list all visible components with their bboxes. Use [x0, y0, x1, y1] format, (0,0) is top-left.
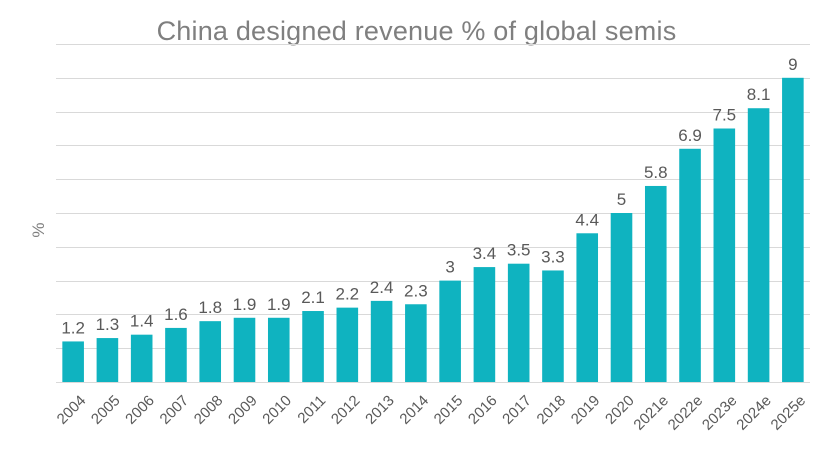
x-tick-label-2023e: 2023e: [699, 392, 741, 434]
data-label-2009: 1.9: [233, 295, 257, 314]
x-tick-label-2004: 2004: [54, 392, 90, 428]
bar-2020: [610, 213, 633, 382]
data-labels: 1.2 1.3 1.4 1.6 1.8 1.9 1.9 2.1 2.2 2.4 2.3 3 3.4 3.5…: [61, 55, 797, 338]
x-tick-label-2014: 2014: [396, 392, 432, 428]
x-tick-label-2012: 2012: [328, 392, 364, 428]
x-tick-label-2007: 2007: [157, 392, 193, 428]
data-label-2018: 3.3: [541, 247, 565, 266]
x-tick-label-2018: 2018: [534, 392, 570, 428]
data-label-2025e: 9: [788, 55, 797, 74]
bar-2009: [233, 317, 256, 382]
x-tick-label-2010: 2010: [259, 392, 295, 428]
bar-2025e: [782, 77, 804, 383]
bar-2015: [439, 280, 461, 382]
data-label-2016: 3.4: [473, 244, 497, 263]
x-tick-label-2008: 2008: [191, 392, 227, 428]
data-label-2007: 1.6: [164, 305, 188, 324]
x-tick-label-2025e: 2025e: [768, 392, 810, 434]
data-label-2010: 1.9: [267, 295, 291, 314]
x-tick-label-2019: 2019: [568, 392, 604, 428]
bar-2012: [336, 307, 359, 382]
bar-2022e: [679, 148, 701, 382]
data-label-2012: 2.2: [335, 285, 359, 304]
bar-2004: [62, 341, 84, 382]
data-label-2015: 3: [445, 258, 454, 277]
x-tick-label-2009: 2009: [225, 392, 261, 428]
x-tick-label-2022e: 2022e: [665, 392, 707, 434]
data-label-2013: 2.4: [370, 278, 394, 297]
data-label-2017: 3.5: [507, 241, 531, 260]
bar-2018: [542, 270, 564, 382]
bar-2024e: [747, 108, 770, 382]
bar-2017: [507, 263, 530, 382]
bar-2021e: [644, 185, 667, 382]
x-tick-label-2013: 2013: [362, 392, 398, 428]
bar-2007: [165, 327, 187, 382]
chart-title: China designed revenue % of global semis: [156, 16, 677, 46]
data-label-2021e: 5.8: [644, 163, 668, 182]
x-tick-label-2005: 2005: [88, 392, 124, 428]
bar-2011: [302, 311, 324, 382]
x-tick-label-2015: 2015: [431, 392, 467, 428]
data-label-2020: 5: [617, 190, 626, 209]
x-tick-label-2006: 2006: [122, 392, 158, 428]
bar-2014: [405, 304, 427, 382]
data-label-2005: 1.3: [96, 315, 120, 334]
bar-2019: [576, 233, 599, 382]
x-tick-label-2011: 2011: [294, 392, 329, 427]
bar-2023e: [713, 128, 736, 382]
bar-2005: [96, 338, 119, 382]
x-tick-label-2024e: 2024e: [733, 392, 775, 434]
bar-2010: [267, 317, 290, 382]
data-label-2004: 1.2: [61, 318, 85, 337]
bar-2006: [130, 334, 153, 382]
data-label-2014: 2.3: [404, 281, 428, 300]
data-label-2011: 2.1: [301, 288, 325, 307]
data-label-2008: 1.8: [198, 298, 222, 317]
x-tick-label-2016: 2016: [465, 392, 501, 428]
data-label-2022e: 6.9: [678, 126, 702, 145]
data-label-2019: 4.4: [575, 210, 599, 229]
data-label-2006: 1.4: [130, 312, 154, 331]
gridlines: [56, 44, 810, 383]
bar-2016: [473, 267, 496, 382]
bar-series: [62, 77, 804, 383]
x-tick-label-2017: 2017: [499, 392, 535, 428]
bar-2013: [370, 300, 393, 382]
x-tick-label-2021e: 2021e: [630, 392, 672, 434]
bar-2008: [199, 321, 222, 382]
data-label-2023e: 7.5: [712, 106, 736, 125]
data-label-2024e: 8.1: [747, 85, 771, 104]
